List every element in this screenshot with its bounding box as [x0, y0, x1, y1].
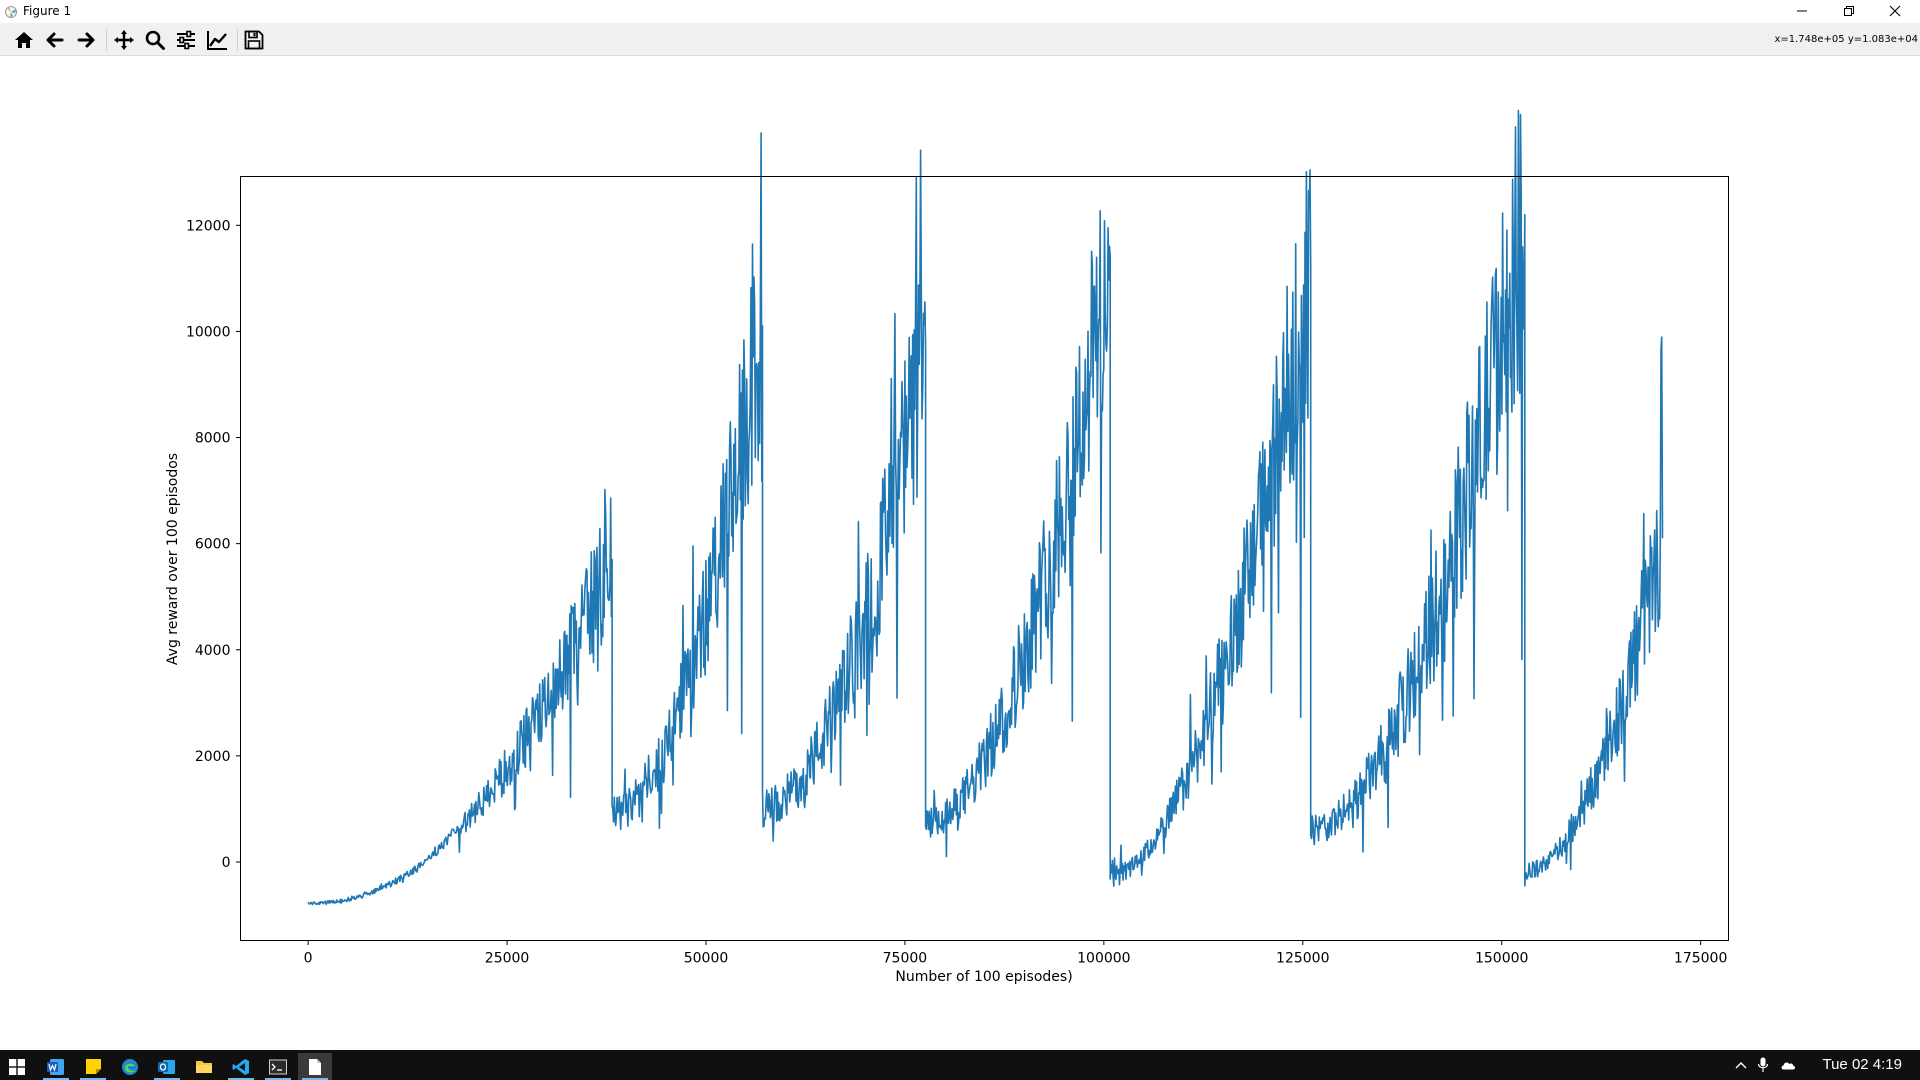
cursor-coordinates: x=1.748e+05 y=1.083e+04	[1774, 34, 1918, 45]
navigation-toolbar: x=1.748e+05 y=1.083e+04	[0, 23, 1920, 56]
arrow-left-icon	[46, 32, 64, 48]
x-tick-label: 100000	[1077, 951, 1130, 967]
restore-icon	[1844, 6, 1854, 16]
x-tick-label: 75000	[883, 951, 928, 967]
pan-button[interactable]	[110, 27, 138, 53]
edge-icon	[122, 1058, 138, 1075]
back-button[interactable]	[41, 27, 69, 53]
terminal-icon	[269, 1059, 287, 1074]
figure-window: Figure 1	[0, 0, 1920, 1050]
taskbar-outlook[interactable]	[150, 1053, 184, 1080]
taskbar-vscode[interactable]	[224, 1053, 258, 1080]
y-tick-label: 2000	[195, 749, 231, 765]
taskbar-sticky-notes[interactable]	[76, 1053, 110, 1080]
x-tick-label: 125000	[1276, 951, 1329, 967]
zoom-button[interactable]	[141, 27, 169, 53]
active-indicator	[154, 1078, 180, 1080]
x-tick-label: 25000	[485, 951, 530, 967]
sliders-icon	[177, 30, 195, 50]
cloud-icon	[1781, 1062, 1795, 1070]
taskbar-clock[interactable]: Tue 02 4:19	[1822, 1056, 1902, 1073]
word-icon	[47, 1058, 64, 1075]
minimize-button[interactable]	[1779, 0, 1825, 22]
folder-icon	[196, 1060, 212, 1073]
x-tick-label: 0	[304, 951, 313, 967]
taskbar-terminal[interactable]	[261, 1053, 295, 1080]
microphone-icon	[1757, 1057, 1769, 1072]
minimize-icon	[1797, 10, 1807, 12]
y-tick-label: 0	[222, 855, 231, 871]
edit-axes-button[interactable]	[203, 27, 231, 53]
y-axis: 0 2000 4000 6000 8000 10000 12000	[186, 218, 241, 871]
y-tick-label: 8000	[195, 431, 231, 447]
home-button[interactable]	[10, 27, 38, 53]
matplotlib-app-icon	[5, 6, 17, 18]
subplots-button[interactable]	[172, 27, 200, 53]
taskbar-figure-window[interactable]	[298, 1053, 332, 1080]
x-tick-label: 175000	[1674, 951, 1727, 967]
show-hidden-icons-button[interactable]	[1733, 1058, 1749, 1072]
y-tick-label: 12000	[186, 218, 231, 234]
home-icon	[15, 32, 33, 48]
active-indicator	[228, 1078, 254, 1080]
active-indicator	[265, 1078, 291, 1080]
toolbar-separator	[106, 29, 107, 51]
move-icon	[114, 30, 134, 50]
close-button[interactable]	[1872, 0, 1918, 22]
taskbar-file-explorer[interactable]	[187, 1053, 221, 1080]
x-tick-label: 50000	[684, 951, 729, 967]
taskbar-word[interactable]	[39, 1053, 73, 1080]
outlook-icon	[158, 1059, 175, 1074]
chevron-up-icon	[1735, 1062, 1747, 1069]
y-tick-label: 6000	[195, 537, 231, 553]
axes-frame	[240, 176, 1729, 941]
x-axis-label: Number of 100 episodes)	[895, 969, 1072, 985]
y-tick-label: 10000	[186, 324, 231, 340]
start-button[interactable]	[0, 1053, 34, 1080]
taskbar: Tue 02 4:19	[0, 1050, 1920, 1080]
save-figure-button[interactable]	[240, 27, 268, 53]
floppy-icon	[244, 30, 264, 50]
restore-button[interactable]	[1826, 0, 1872, 22]
y-axis-label: Avg reward over 100 episodos	[165, 453, 181, 665]
y-tick-label: 4000	[195, 643, 231, 659]
line-chart-icon	[207, 31, 227, 50]
series-line-avg-reward	[307, 109, 1664, 906]
document-icon	[309, 1058, 321, 1075]
arrow-right-icon	[77, 32, 95, 48]
microphone-tray-button[interactable]	[1755, 1057, 1771, 1072]
magnifier-icon	[145, 30, 165, 50]
close-icon	[1889, 5, 1901, 17]
figure-canvas[interactable]: 0 25000 50000 75000 100000 125000 150000 175000…	[0, 56, 1920, 1050]
onedrive-tray-button[interactable]	[1780, 1058, 1796, 1072]
windows-start-icon	[9, 1058, 25, 1075]
x-tick-label: 150000	[1475, 951, 1528, 967]
vscode-icon	[232, 1058, 249, 1075]
title-bar: Figure 1	[0, 0, 1920, 23]
active-indicator	[43, 1078, 69, 1080]
toolbar-separator	[237, 29, 238, 51]
active-indicator	[80, 1078, 106, 1080]
x-axis: 0 25000 50000 75000 100000 125000 150000 175000	[304, 940, 1727, 967]
window-title: Figure 1	[23, 4, 72, 18]
plot-area	[307, 109, 1664, 906]
active-indicator	[302, 1078, 328, 1080]
sticky-notes-icon	[85, 1059, 101, 1074]
taskbar-edge[interactable]	[113, 1053, 147, 1080]
forward-button[interactable]	[72, 27, 100, 53]
